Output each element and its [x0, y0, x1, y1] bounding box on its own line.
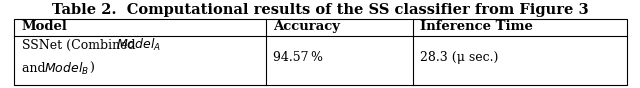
Text: ): ): [86, 62, 95, 75]
Text: Table 2.  Computational results of the SS classifier from Figure 3: Table 2. Computational results of the SS…: [52, 3, 588, 17]
Text: $\mathit{Model}_{A}$: $\mathit{Model}_{A}$: [116, 37, 161, 53]
Text: and: and: [22, 62, 49, 75]
Text: Model: Model: [22, 20, 68, 33]
Text: Accuracy: Accuracy: [273, 20, 340, 33]
Text: 28.3 (μ sec.): 28.3 (μ sec.): [420, 51, 499, 64]
Text: Inference Time: Inference Time: [420, 20, 533, 33]
Bar: [14, 19, 627, 85]
Text: SSNet (Combined: SSNet (Combined: [22, 39, 140, 52]
Text: $\mathit{Model}_{B}$: $\mathit{Model}_{B}$: [44, 61, 88, 77]
Text: 94.57 %: 94.57 %: [273, 51, 323, 64]
